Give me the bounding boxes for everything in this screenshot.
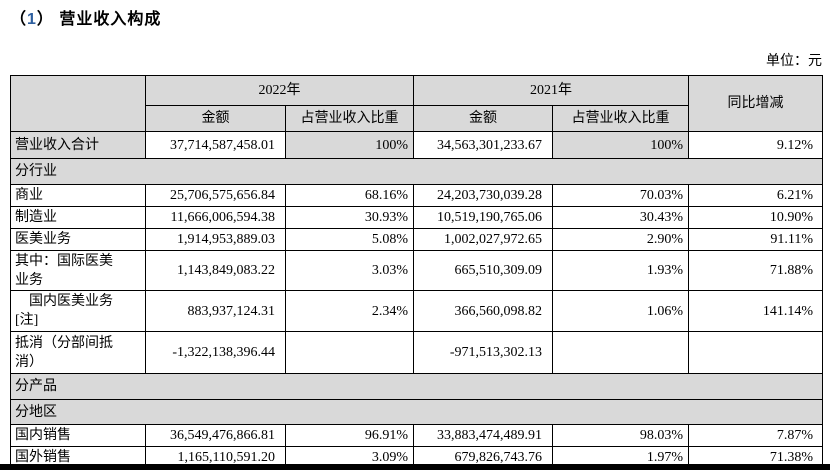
section-label-cell: 分地区 [10,399,823,425]
amount-2021-cell: 24,203,730,039.28 [413,184,553,207]
section-label-cell: 分产品 [10,373,823,400]
amount-2021-cell: 1,002,027,972.65 [413,228,553,251]
amount-2021-cell: -971,513,302.13 [413,331,553,374]
col-header-share-2022: 占营业收入比重 [285,105,414,132]
row-label-cell: 制造业 [10,206,146,229]
yoy-cell: 91.11% [688,228,823,251]
row-label-cell: 营业收入合计 [10,131,146,159]
table-row: 其中：国际医美 业务 1,143,849,083.22 3.03% 665,51… [10,250,823,291]
table-row: 制造业 11,666,006,594.38 30.93% 10,519,190,… [10,206,823,229]
amount-2021-cell: 10,519,190,765.06 [413,206,553,229]
section-row-region: 分地区 [10,399,823,425]
amount-2022-cell: 1,165,110,591.20 [145,446,286,468]
amount-2022-cell: 1,143,849,083.22 [145,250,286,291]
share-2022-cell: 5.08% [285,228,414,251]
yoy-cell: 71.88% [688,250,823,291]
share-2021-cell: 100% [552,131,689,159]
section-row-industry: 分行业 [10,158,823,185]
revenue-table: 2022年 2021年 同比增减 金额 占营业收入比重 金额 占营业收入比重 营… [10,75,823,468]
yoy-cell: 9.12% [688,131,823,159]
section-label-cell: 分行业 [10,158,823,185]
yoy-cell: 6.21% [688,184,823,207]
amount-2022-cell: 883,937,124.31 [145,290,286,332]
share-2022-cell: 96.91% [285,424,414,447]
unit-label: 单位：元 [766,54,822,69]
yoy-cell: 7.87% [688,424,823,447]
header-row-sub: 金额 占营业收入比重 金额 占营业收入比重 [11,105,823,132]
col-header-2022: 2022年 [145,75,414,106]
section-row-product: 分产品 [10,373,823,400]
share-2022-cell: 68.16% [285,184,414,207]
yoy-cell: 141.14% [688,290,823,332]
col-header-2021: 2021年 [413,75,689,106]
amount-2021-cell: 33,883,474,489.91 [413,424,553,447]
share-2021-cell: 30.43% [552,206,689,229]
row-label-cell: 商业 [10,184,146,207]
yoy-cell: 10.90% [688,206,823,229]
row-label-cell: 抵消（分部间抵 消） [10,331,146,374]
share-2021-cell: 1.06% [552,290,689,332]
share-2021-cell: 1.93% [552,250,689,291]
table-row-total: 营业收入合计 37,714,587,458.01 100% 34,563,301… [10,131,823,159]
header-row-years: 2022年 2021年 同比增减 [10,75,823,132]
yoy-cell [688,331,823,374]
amount-2022-cell: 25,706,575,656.84 [145,184,286,207]
row-label-cell: 其中：国际医美 业务 [10,250,146,291]
amount-2021-cell: 34,563,301,233.67 [413,131,553,159]
table-row: 抵消（分部间抵 消） -1,322,138,396.44 -971,513,30… [10,331,823,374]
bottom-divider-rule [0,464,830,470]
table-row: 商业 25,706,575,656.84 68.16% 24,203,730,0… [10,184,823,207]
share-2021-cell: 98.03% [552,424,689,447]
share-2021-cell: 70.03% [552,184,689,207]
title-text: ） 营业收入构成 [36,11,162,28]
row-label-cell: 国内销售 [10,424,146,447]
share-2022-cell: 3.03% [285,250,414,291]
col-header-amount-2021: 金额 [413,105,553,132]
share-2022-cell: 30.93% [285,206,414,229]
amount-2022-cell: 11,666,006,594.38 [145,206,286,229]
amount-2022-cell: -1,322,138,396.44 [145,331,286,374]
col-header-yoy: 同比增减 [688,75,823,132]
row-label-cell: 国外销售 [10,446,146,468]
table-row: 国内医美业务 [注] 883,937,124.31 2.34% 366,560,… [10,290,823,332]
corner-cell [10,75,146,132]
title-number: 1 [27,11,37,28]
share-2022-cell: 100% [285,131,414,159]
share-2021-cell [552,331,689,374]
col-header-amount-2022: 金额 [145,105,286,132]
share-2022-cell [285,331,414,374]
amount-2021-cell: 366,560,098.82 [413,290,553,332]
row-label-cell: 医美业务 [10,228,146,251]
share-2022-cell: 2.34% [285,290,414,332]
page-title: （1） 营业收入构成 [10,5,161,29]
amount-2021-cell: 665,510,309.09 [413,250,553,291]
col-header-share-2021: 占营业收入比重 [552,105,689,132]
amount-2022-cell: 37,714,587,458.01 [145,131,286,159]
amount-2022-cell: 1,914,953,889.03 [145,228,286,251]
title-paren-open: （ [10,11,28,28]
table-row: 医美业务 1,914,953,889.03 5.08% 1,002,027,97… [10,228,823,251]
row-label-cell: 国内医美业务 [注] [10,290,146,332]
share-2021-cell: 2.90% [552,228,689,251]
amount-2022-cell: 36,549,476,866.81 [145,424,286,447]
table-row: 国内销售 36,549,476,866.81 96.91% 33,883,474… [10,424,823,447]
